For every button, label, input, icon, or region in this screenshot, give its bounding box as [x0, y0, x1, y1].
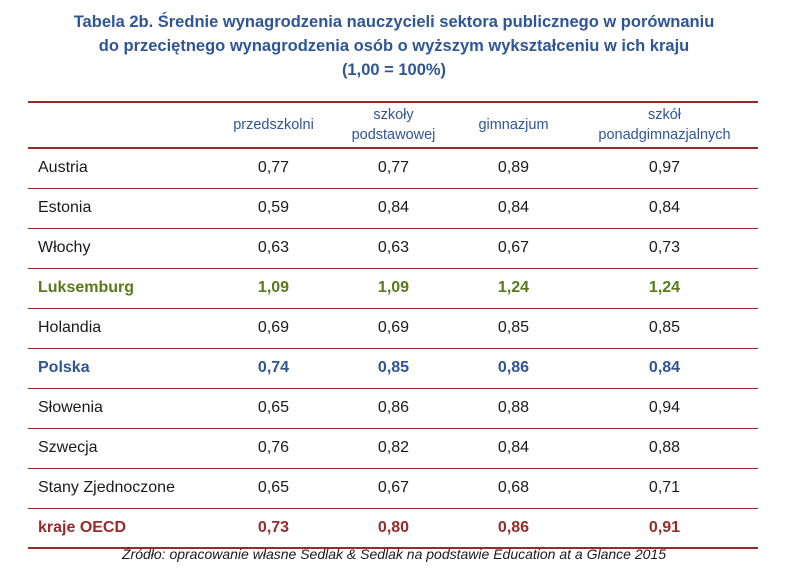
value-cell: 1,09: [216, 268, 331, 309]
value-cell: 0,77: [216, 148, 331, 189]
value-cell: 0,94: [571, 388, 758, 429]
country-cell: Stany Zjednoczone: [28, 468, 216, 509]
value-cell: 0,85: [331, 348, 456, 389]
value-cell: 0,76: [216, 428, 331, 469]
country-cell: Słowenia: [28, 388, 216, 429]
table-row: Holandia 0,69 0,69 0,85 0,85: [28, 308, 758, 349]
table-title-line-1: Tabela 2b. Średnie wynagrodzenia nauczyc…: [73, 13, 715, 31]
value-cell: 0,65: [216, 468, 331, 509]
value-cell: 0,84: [571, 188, 758, 229]
table-row: Polska 0,74 0,85 0,86 0,84: [28, 348, 758, 389]
table-title: Tabela 2b. Średnie wynagrodzenia nauczyc…: [0, 10, 788, 82]
table-row: Szwecja 0,76 0,82 0,84 0,88: [28, 428, 758, 469]
source-note: Źródło: opracowanie własne Sedlak & Sedl…: [121, 546, 666, 562]
country-cell: kraje OECD: [28, 508, 216, 549]
value-cell: 0,73: [216, 508, 331, 549]
table-row: Estonia 0,59 0,84 0,84 0,84: [28, 188, 758, 229]
header-primary-line-1: szkoły: [373, 107, 414, 123]
value-cell: 0,84: [456, 188, 571, 229]
value-cell: 0,85: [571, 308, 758, 349]
header-lower-secondary: gimnazjum: [456, 101, 571, 149]
table-row: kraje OECD 0,73 0,80 0,86 0,91: [28, 508, 758, 549]
header-primary-line-2: podstawowej: [351, 127, 436, 143]
value-cell: 0,74: [216, 348, 331, 389]
value-cell: 0,85: [456, 308, 571, 349]
value-cell: 0,91: [571, 508, 758, 549]
value-cell: 0,69: [331, 308, 456, 349]
header-upper-secondary: szkół ponadgimnazjalnych: [571, 101, 758, 149]
value-cell: 0,86: [456, 508, 571, 549]
header-country: [28, 101, 216, 149]
country-cell: Austria: [28, 148, 216, 189]
value-cell: 0,63: [331, 228, 456, 269]
value-cell: 0,97: [571, 148, 758, 189]
header-preschool-label: przedszkolni: [233, 117, 314, 133]
value-cell: 0,82: [331, 428, 456, 469]
header-lower-secondary-label: gimnazjum: [478, 117, 549, 133]
table-row: Stany Zjednoczone 0,65 0,67 0,68 0,71: [28, 468, 758, 509]
country-cell: Estonia: [28, 188, 216, 229]
table-body: Austria 0,77 0,77 0,89 0,97 Estonia 0,59 0,84 0,…: [28, 148, 758, 549]
value-cell: 0,84: [456, 428, 571, 469]
country-cell: Holandia: [28, 308, 216, 349]
value-cell: 0,68: [456, 468, 571, 509]
value-cell: 0,77: [331, 148, 456, 189]
value-cell: 0,69: [216, 308, 331, 349]
header-preschool: przedszkolni: [216, 101, 331, 149]
table-title-line-3: (1,00 = 100%): [341, 61, 447, 79]
country-cell: Luksemburg: [28, 268, 216, 309]
table-title-line-2: do przeciętnego wynagrodzenia osób o wyż…: [98, 37, 690, 55]
value-cell: 0,84: [571, 348, 758, 389]
country-cell: Polska: [28, 348, 216, 389]
header-upper-secondary-line-1: szkół: [647, 107, 682, 123]
table-row: Austria 0,77 0,77 0,89 0,97: [28, 148, 758, 189]
value-cell: 0,65: [216, 388, 331, 429]
country-cell: Szwecja: [28, 428, 216, 469]
header-upper-secondary-line-2: ponadgimnazjalnych: [598, 127, 731, 143]
table-row: Włochy 0,63 0,63 0,67 0,73: [28, 228, 758, 269]
value-cell: 1,24: [456, 268, 571, 309]
header-row: przedszkolni szkoły podstawowej gimnazjum…: [28, 101, 758, 149]
table-header: przedszkolni szkoły podstawowej gimnazjum…: [28, 101, 758, 149]
value-cell: 1,09: [331, 268, 456, 309]
value-cell: 0,71: [571, 468, 758, 509]
value-cell: 0,86: [331, 388, 456, 429]
value-cell: 0,84: [331, 188, 456, 229]
value-cell: 1,24: [571, 268, 758, 309]
value-cell: 0,80: [331, 508, 456, 549]
table-row: Słowenia 0,65 0,86 0,88 0,94: [28, 388, 758, 429]
value-cell: 0,89: [456, 148, 571, 189]
salary-comparison-table: przedszkolni szkoły podstawowej gimnazjum…: [28, 101, 758, 549]
value-cell: 0,63: [216, 228, 331, 269]
value-cell: 0,67: [456, 228, 571, 269]
country-cell: Włochy: [28, 228, 216, 269]
header-primary: szkoły podstawowej: [331, 101, 456, 149]
value-cell: 0,67: [331, 468, 456, 509]
value-cell: 0,86: [456, 348, 571, 389]
value-cell: 0,59: [216, 188, 331, 229]
table-row: Luksemburg 1,09 1,09 1,24 1,24: [28, 268, 758, 309]
value-cell: 0,88: [456, 388, 571, 429]
value-cell: 0,88: [571, 428, 758, 469]
value-cell: 0,73: [571, 228, 758, 269]
